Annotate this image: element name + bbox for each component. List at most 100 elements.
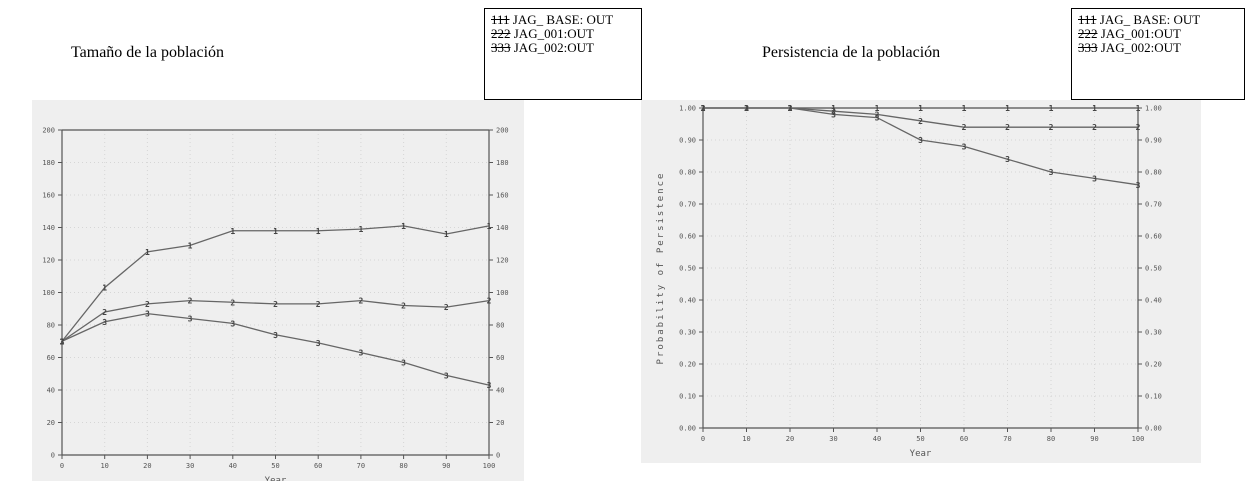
x-tick-label: 30	[186, 462, 194, 470]
x-tick-label: 10	[100, 462, 108, 470]
data-point-marker: 1	[831, 104, 836, 113]
right-y-tick-label: 100	[496, 289, 509, 297]
series-line	[61, 299, 490, 342]
right-y-tick-label: 140	[496, 224, 509, 232]
data-point-marker: 3	[188, 315, 193, 324]
data-point-marker: 1	[487, 222, 492, 231]
y-tick-label: 100	[42, 289, 55, 297]
y-tick-label: 0.10	[679, 393, 696, 401]
data-point-marker: 2	[273, 300, 278, 309]
x-tick-label: 90	[442, 462, 450, 470]
data-point-marker: 3	[145, 310, 150, 319]
legend-marker-code: 222	[1078, 26, 1098, 41]
data-point-marker: 2	[962, 123, 967, 132]
legend-item: 111 JAG_ BASE: OUT	[1078, 13, 1238, 27]
right-y-tick-label: 1.00	[1145, 105, 1162, 113]
y-tick-label: 0.90	[679, 137, 696, 145]
data-point-marker: 3	[316, 339, 321, 348]
legend-label: JAG_001:OUT	[1100, 26, 1181, 41]
data-point-marker: 1	[1136, 104, 1141, 113]
data-point-marker: 3	[487, 381, 492, 390]
data-point-marker: 3	[744, 104, 749, 113]
data-point-marker: 1	[962, 104, 967, 113]
x-tick-label: 20	[143, 462, 151, 470]
data-point-marker: 3	[1092, 174, 1097, 183]
series-line	[61, 312, 490, 386]
legend-item: 333 JAG_002:OUT	[491, 41, 635, 55]
x-tick-label: 10	[742, 435, 750, 443]
legend-marker-code: 222	[491, 26, 511, 41]
right-y-tick-label: 0	[496, 452, 500, 460]
series-line	[703, 107, 1139, 186]
data-point-marker: 3	[102, 318, 107, 327]
data-point-marker: 2	[487, 297, 492, 306]
right-y-tick-label: 0.70	[1145, 201, 1162, 209]
y-tick-label: 140	[42, 224, 55, 232]
data-point-marker: 2	[918, 117, 923, 126]
y-tick-label: 120	[42, 257, 55, 265]
x-tick-label: 60	[960, 435, 968, 443]
data-point-marker: 2	[831, 107, 836, 116]
y-tick-label: 0.40	[679, 297, 696, 305]
data-point-marker: 1	[188, 241, 193, 250]
x-tick-label: 0	[701, 435, 705, 443]
series-line	[61, 225, 490, 342]
data-point-marker: 1	[60, 337, 65, 346]
x-tick-label: 70	[1003, 435, 1011, 443]
data-point-marker: 1	[918, 104, 923, 113]
data-point-marker: 2	[188, 297, 193, 306]
data-point-marker: 2	[401, 302, 406, 311]
data-point-marker: 2	[358, 297, 363, 306]
data-point-marker: 3	[230, 319, 235, 328]
right-y-tick-label: 0.40	[1145, 297, 1162, 305]
data-point-marker: 1	[1092, 104, 1097, 113]
data-point-marker: 3	[875, 114, 880, 123]
data-point-marker: 3	[358, 349, 363, 358]
x-tick-label: 50	[916, 435, 924, 443]
y-tick-label: 200	[42, 127, 55, 135]
legend-item: 222 JAG_001:OUT	[491, 27, 635, 41]
x-tick-label: 60	[314, 462, 322, 470]
legend-marker-code: 333	[491, 40, 511, 55]
y-tick-label: 0.30	[679, 329, 696, 337]
legend-population-size: 111 JAG_ BASE: OUT 222 JAG_001:OUT 333 J…	[484, 8, 642, 100]
data-point-marker: 3	[273, 331, 278, 340]
legend-item: 333 JAG_002:OUT	[1078, 41, 1238, 55]
legend-population-persistence: 111 JAG_ BASE: OUT 222 JAG_001:OUT 333 J…	[1071, 8, 1245, 100]
y-tick-label: 180	[42, 159, 55, 167]
data-point-marker: 3	[831, 110, 836, 119]
legend-label: JAG_002:OUT	[513, 40, 594, 55]
population-persistence-title: Persistencia de la población	[762, 44, 941, 61]
data-point-marker: 3	[701, 104, 706, 113]
data-point-marker: 1	[230, 227, 235, 236]
right-y-tick-label: 160	[496, 192, 509, 200]
right-y-tick-label: 0.00	[1145, 425, 1162, 433]
data-point-marker: 2	[875, 110, 880, 119]
x-tick-label: 0	[60, 462, 64, 470]
population-persistence-chart-svg: 0.00 0.00 0.10 0.10 0.20 0.20 0.30 0.30 0.40 0.40…	[656, 104, 1162, 459]
data-point-marker: 3	[401, 358, 406, 367]
y-tick-label: 0.00	[679, 425, 696, 433]
right-y-tick-label: 40	[496, 387, 504, 395]
data-point-marker: 2	[444, 303, 449, 312]
legend-item: 222 JAG_001:OUT	[1078, 27, 1238, 41]
legend-label: JAG_002:OUT	[1100, 40, 1181, 55]
x-tick-label: 20	[786, 435, 794, 443]
right-y-tick-label: 0.60	[1145, 233, 1162, 241]
y-tick-label: 160	[42, 192, 55, 200]
y-tick-label: 40	[47, 387, 55, 395]
y-tick-label: 0.80	[679, 169, 696, 177]
right-y-tick-label: 0.30	[1145, 329, 1162, 337]
data-point-marker: 1	[1049, 104, 1054, 113]
data-point-marker: 3	[1136, 181, 1141, 190]
data-point-marker: 1	[875, 104, 880, 113]
data-point-marker: 1	[444, 230, 449, 239]
right-y-tick-label: 0.50	[1145, 265, 1162, 273]
right-y-tick-label: 0.20	[1145, 361, 1162, 369]
legend-label: JAG_001:OUT	[513, 26, 594, 41]
right-y-tick-label: 0.90	[1145, 137, 1162, 145]
data-point-marker: 1	[273, 227, 278, 236]
population-size-title: Tamaño de la población	[71, 44, 225, 61]
right-y-tick-label: 80	[496, 322, 504, 330]
